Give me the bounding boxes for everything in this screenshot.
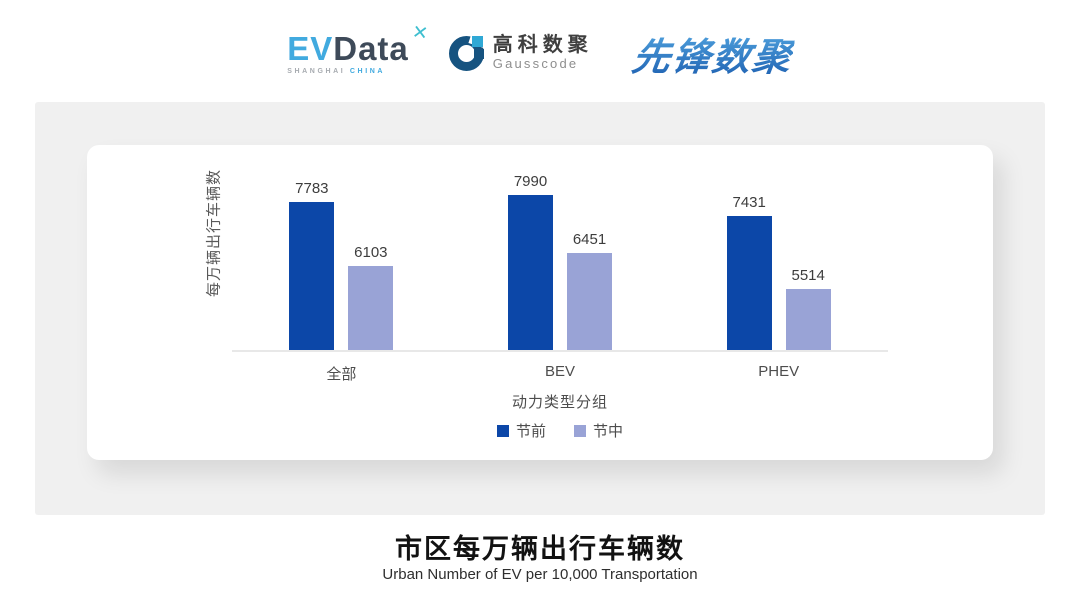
- bar-节中-BEV: 6451: [567, 231, 612, 350]
- legend-label: 节前: [515, 423, 546, 440]
- legend-label: 节中: [593, 423, 624, 440]
- gausscode-name-en: Gausscode: [492, 56, 579, 72]
- chart-title-en: Urban Number of EV per 10,000 Transporta…: [382, 566, 698, 583]
- chart-card: 每万辆出行车辆数 7783 6103 7990 6451 7431 5514 全部 BEV P…: [87, 145, 993, 460]
- chart-legend: 节前 节中: [232, 420, 888, 441]
- bar-value-label: 6103: [354, 244, 388, 261]
- evdata-wordmark: EVData ✕: [287, 21, 430, 67]
- gausscode-g-icon: [448, 30, 489, 71]
- evdata-subtext-shanghai: SHANGHAI: [287, 67, 346, 75]
- gausscode-square-light: [471, 35, 483, 47]
- bar-value-label: 7783: [295, 180, 329, 197]
- plot-area: 7783 6103 7990 6451 7431 5514: [232, 162, 888, 352]
- evdata-wordmark-data: Data: [333, 29, 409, 67]
- pioneer-shuju-logo: 先锋数聚: [629, 26, 797, 81]
- bar-节前-全部: 7783: [289, 180, 335, 350]
- gausscode-square-dark: [473, 48, 484, 59]
- category-label-BEV: BEV: [545, 363, 576, 380]
- evdata-subtext: SHANGHAI CHINA: [287, 68, 385, 75]
- y-axis-title: 每万辆出行车辆数: [205, 168, 223, 298]
- gausscode-name-cn: 高科数聚: [492, 34, 593, 57]
- legend-item-节前: 节前: [496, 420, 546, 441]
- bar-group-全部: 7783 6103: [232, 162, 451, 350]
- evdata-logo: EVData ✕ SHANGHAI CHINA: [287, 21, 430, 75]
- evdata-wordmark-ev: EV: [287, 29, 334, 67]
- x-axis-title: 动力类型分组: [511, 394, 608, 411]
- category-label-PHEV: PHEV: [758, 363, 800, 380]
- evdata-subtext-china: CHINA: [349, 67, 386, 75]
- category-label-全部: 全部: [326, 366, 357, 383]
- bar-节中-全部: 6103: [348, 244, 394, 350]
- bar-节前-PHEV: 7431: [726, 194, 772, 350]
- bar-节前-BEV: 7990: [508, 173, 553, 350]
- gausscode-logo: 高科数聚 Gausscode: [448, 30, 593, 72]
- bar-value-label: 7431: [732, 194, 766, 211]
- legend-item-节中: 节中: [574, 420, 623, 441]
- bar-value-label: 7990: [513, 173, 548, 190]
- gausscode-text: 高科数聚 Gausscode: [493, 34, 593, 72]
- chart-title-cn: 市区每万辆出行车辆数: [395, 534, 685, 564]
- logo-header: EVData ✕ SHANGHAI CHINA 高科数聚 Gausscode 先…: [0, 21, 1080, 84]
- bar-group-PHEV: 7431 5514: [669, 162, 888, 350]
- bar-节中-PHEV: 5514: [785, 267, 831, 350]
- legend-swatch-icon: [574, 424, 586, 437]
- bar-value-label: 6451: [572, 231, 607, 248]
- bar-group-BEV: 7990 6451: [451, 162, 670, 350]
- evdata-x-icon: ✕: [410, 21, 431, 45]
- bar-value-label: 5514: [791, 267, 825, 284]
- x-axis-category-labels: 全部 BEV PHEV: [232, 363, 888, 384]
- legend-swatch-icon: [496, 424, 509, 437]
